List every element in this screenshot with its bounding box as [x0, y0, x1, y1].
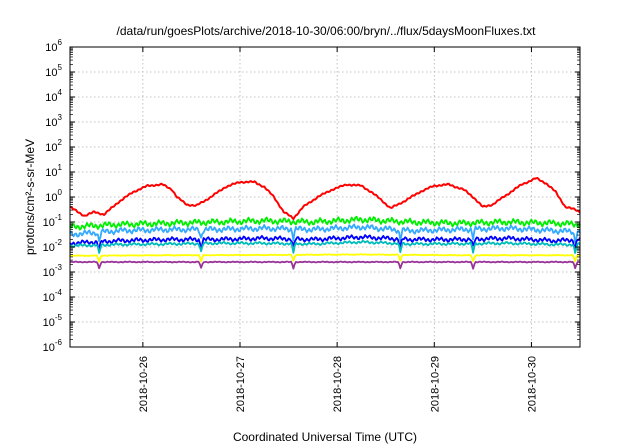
y-tick-label: 101 [45, 163, 62, 179]
y-tick-label: 10-5 [43, 313, 63, 329]
series-line [69, 215, 581, 231]
plot-series [69, 177, 581, 270]
y-tick-label: 10-6 [43, 338, 63, 354]
y-tick-label: 102 [45, 138, 62, 154]
series-line [69, 234, 581, 252]
chart-title: /data/run/goesPlots/archive/2018-10-30/0… [117, 24, 537, 38]
y-tick-label: 103 [45, 113, 62, 129]
y-tick-label: 100 [45, 188, 62, 204]
y-tick-label: 106 [45, 38, 62, 54]
y-axis: 106 105 104 103 102 101 100 10-1 10-2 10-3 10-4 10-… [43, 38, 580, 354]
x-tick-label: 2018-10-30 [526, 356, 538, 412]
series-line [70, 177, 581, 221]
series-line [69, 223, 581, 244]
y-tick-label: 104 [45, 88, 62, 104]
x-tick-label: 2018-10-29 [429, 356, 441, 412]
y-axis-title: protons/cm²-s-sr-MeV [23, 139, 37, 255]
y-tick-label: 10-2 [43, 238, 63, 254]
x-axis: 2018-10-26 2018-10-27 2018-10-28 2018-10-29… [138, 47, 538, 412]
x-axis-title: Coordinated Universal Time (UTC) [233, 430, 417, 444]
x-tick-label: 2018-10-27 [235, 356, 247, 412]
y-tick-label: 10-1 [43, 213, 63, 229]
series-line [69, 239, 581, 254]
x-tick-label: 2018-10-28 [332, 356, 344, 412]
y-tick-label: 105 [45, 63, 62, 79]
series-line [69, 260, 581, 270]
x-tick-label: 2018-10-26 [138, 356, 150, 412]
series-line [69, 253, 581, 263]
y-tick-label: 10-4 [43, 288, 63, 304]
y-tick-label: 10-3 [43, 263, 63, 279]
